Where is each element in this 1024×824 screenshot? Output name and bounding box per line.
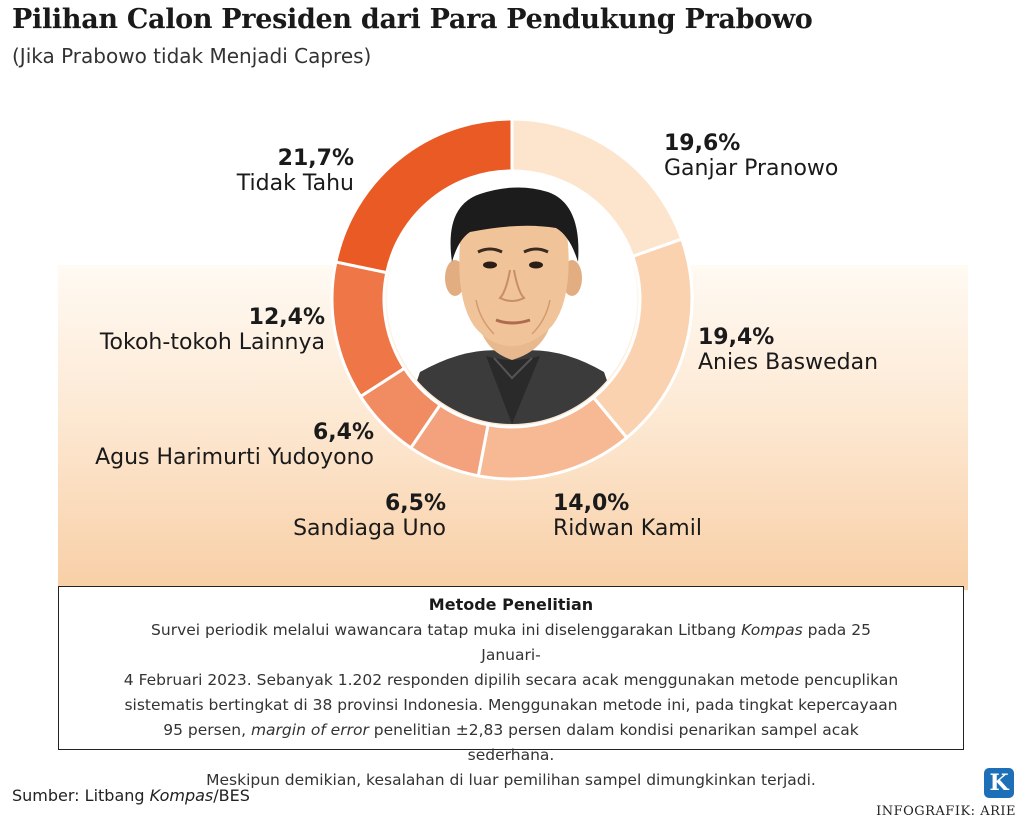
chart-title: Pilihan Calon Presiden dari Para Penduku… <box>12 4 813 35</box>
label-sandiaga-uno: 6,5% Sandiaga Uno <box>293 491 446 542</box>
infographic-credit: INFOGRAFIK: ARIE <box>876 804 1016 819</box>
kompas-logo: K <box>984 768 1014 798</box>
chart-subtitle: (Jika Prabowo tidak Menjadi Capres) <box>12 44 372 68</box>
label-tidak-tahu: 21,7% Tidak Tahu <box>236 146 354 197</box>
portrait-illustration <box>387 174 637 424</box>
method-text: Survei periodik melalui wawancara tatap … <box>123 621 899 789</box>
label-ganjar-pranowo: 19,6% Ganjar Pranowo <box>664 131 839 182</box>
source-note: Sumber: Litbang Kompas/BES <box>12 786 250 805</box>
method-box: Metode Penelitian Survei periodik melalu… <box>58 586 964 789</box>
label-anies-baswedan: 19,4% Anies Baswedan <box>698 325 879 376</box>
method-title: Metode Penelitian <box>428 595 594 614</box>
label-agus-harimurti-yudoyono: 6,4% Agus Harimurti Yudoyono <box>95 420 374 471</box>
label-tokoh-tokoh-lainnya: 12,4% Tokoh-tokoh Lainnya <box>99 305 325 356</box>
label-ridwan-kamil: 14,0% Ridwan Kamil <box>553 491 702 542</box>
donut-slice-tidak-tahu <box>334 117 514 275</box>
donut-chart <box>330 117 694 481</box>
